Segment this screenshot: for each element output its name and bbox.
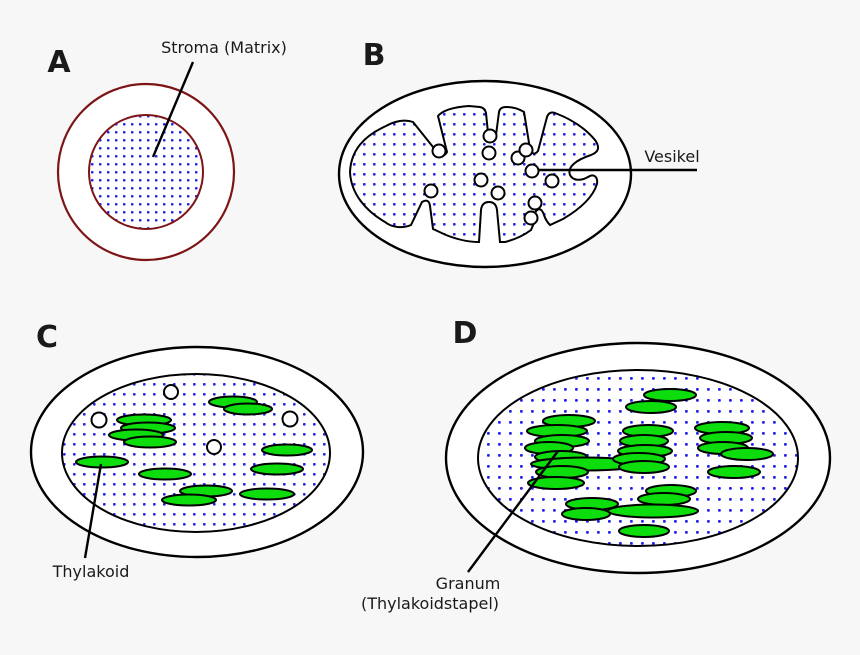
vesicles xyxy=(423,128,560,226)
vesicles xyxy=(90,384,299,455)
pointed-thylakoid xyxy=(75,455,129,469)
granum-label-line2: (Thylakoidstapel) xyxy=(360,594,500,613)
panel-d-granum-stage xyxy=(444,341,832,575)
panel-letter-c: C xyxy=(35,320,59,355)
granum-leader-line xyxy=(467,450,559,573)
thylakoid-label: Thylakoid xyxy=(52,562,130,581)
stroma-matrix-label: Stroma (Matrix) xyxy=(161,38,287,57)
panel-letter-b: B xyxy=(362,38,386,73)
grana-thylakoids xyxy=(524,388,774,538)
stroma-leader-line xyxy=(151,61,195,158)
granum-label-line1: Granum xyxy=(435,574,501,593)
thylakoid-leader-line xyxy=(83,463,103,559)
thylakoids xyxy=(75,395,313,507)
panel-a-proplastid xyxy=(56,61,236,262)
panel-c-thylakoid-stage xyxy=(29,345,365,559)
panel-b-vesicle-stage xyxy=(337,79,697,269)
pointed-vesicle xyxy=(524,163,540,179)
panel-letter-a: A xyxy=(47,45,71,80)
stroma-matrix-circle xyxy=(88,114,204,230)
vesikel-label: Vesikel xyxy=(644,147,700,166)
panel-letter-d: D xyxy=(452,316,478,351)
